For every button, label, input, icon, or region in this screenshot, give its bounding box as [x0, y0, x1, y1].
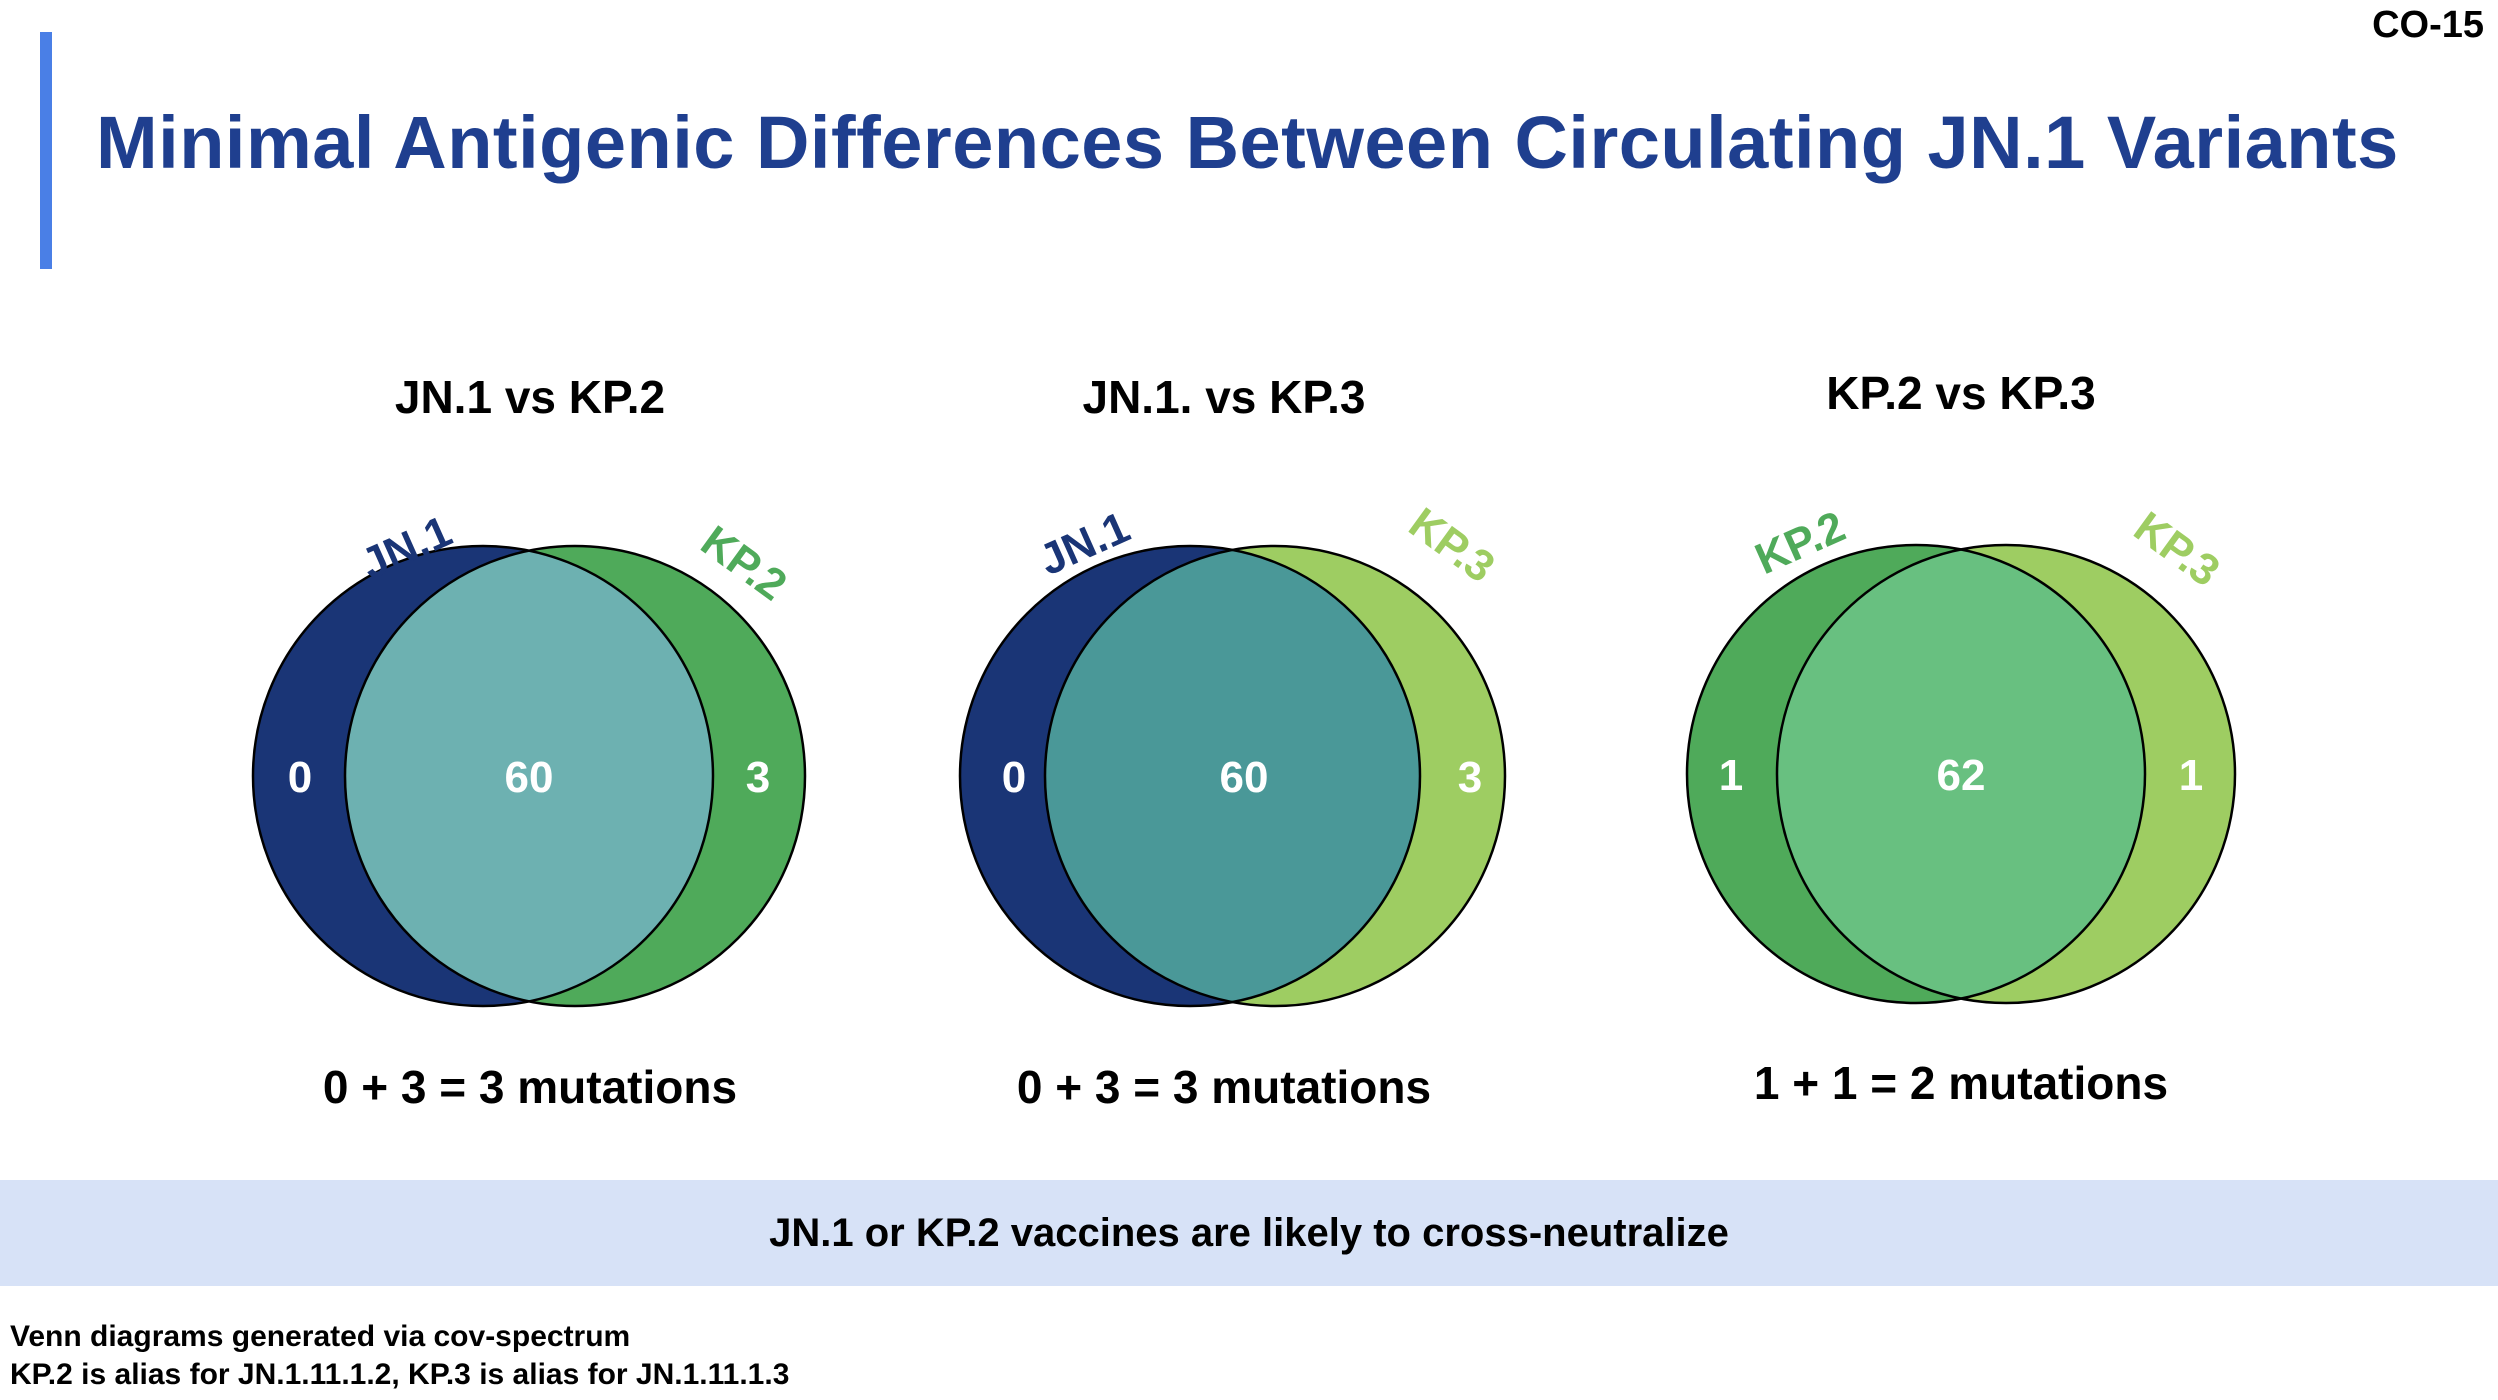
- venn-right-label: KP.3: [1400, 498, 1503, 592]
- venn-right-only-count: 3: [746, 753, 770, 802]
- venn-left-only-count: 0: [288, 753, 312, 802]
- venn-equation: 1 + 1 = 2 mutations: [1753, 1057, 2169, 1109]
- footnote: KP.2 is alias for JN.1.11.1.2, KP.3 is a…: [10, 1358, 790, 1391]
- title-accent-bar: [40, 32, 52, 269]
- venn-equation: 0 + 3 = 3 mutations: [1016, 1061, 1432, 1113]
- venn-diagram: JN.1 KP.3 0 60 3: [958, 498, 1507, 1008]
- venn-title: KP.2 vs KP.3: [1826, 367, 2096, 419]
- venn-left-only-count: 0: [1002, 753, 1026, 802]
- venn-diagram: KP.2 KP.3 1 62 1: [1685, 502, 2237, 1005]
- venn-diagram: JN.1 KP.2 0 60 3: [251, 507, 807, 1008]
- footnote: Venn diagrams generated via cov-spectrum: [10, 1320, 631, 1353]
- conclusion-band: JN.1 or KP.2 vaccines are likely to cros…: [0, 1180, 2498, 1286]
- slide-number: CO-15: [2372, 4, 2484, 46]
- venn-right-only-count: 3: [1458, 753, 1482, 802]
- venn-right-label: KP.3: [2125, 502, 2228, 596]
- venn-overlap-count: 60: [505, 753, 554, 802]
- venn-title: JN.1. vs KP.3: [1082, 371, 1366, 423]
- venn-equation: 0 + 3 = 3 mutations: [322, 1061, 738, 1113]
- footnotes: Venn diagrams generated via cov-spectrum…: [10, 1318, 789, 1394]
- venn-panel-jn1-kp3: JN.1. vs KP.3 JN.1 KP.3 0 60 3 0 + 3 = 3…: [864, 370, 1584, 1130]
- venn-overlap-count: 62: [1937, 751, 1986, 800]
- venn-overlap-count: 60: [1220, 753, 1269, 802]
- slide-title: Minimal Antigenic Differences Between Ci…: [96, 101, 2399, 184]
- venn-left-only-count: 1: [1719, 751, 1743, 800]
- venn-panel-jn1-kp2: JN.1 vs KP.2 JN.1 KP.2 0 60 3 0 + 3 = 3 …: [170, 370, 890, 1130]
- venn-title: JN.1 vs KP.2: [394, 371, 666, 423]
- conclusion-text: JN.1 or KP.2 vaccines are likely to cros…: [769, 1210, 1729, 1255]
- venn-right-only-count: 1: [2179, 751, 2203, 800]
- venn-panel-kp2-kp3: KP.2 vs KP.3 KP.2 KP.3 1 62 1 1 + 1 = 2 …: [1601, 367, 2321, 1130]
